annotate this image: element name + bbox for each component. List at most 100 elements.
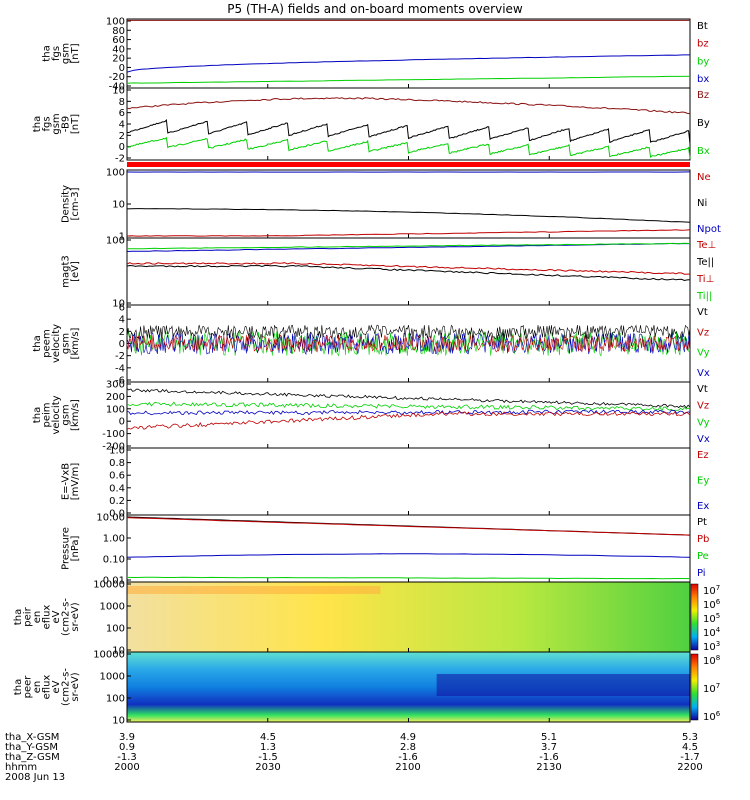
y-tick-label: 1.00 (103, 534, 125, 545)
series-line (126, 330, 691, 357)
y-axis-label-line: eflux (42, 675, 53, 700)
y-axis-label-line: en (32, 611, 43, 624)
panels: 100806040200-20-40thafgsgsm[nT]Btbzbybx1… (13, 17, 721, 727)
legend-entry: by (697, 56, 709, 67)
y-axis-label: thapeerenefluxeV(cm2-s-sr-eV) (13, 668, 81, 706)
y-tick-label: 0 (119, 63, 125, 74)
y-axis-label-line: [nPa] (70, 535, 81, 561)
legend-entry: bx (697, 74, 709, 85)
colorbar-base: 10 (703, 712, 716, 723)
y-axis-label-line: [nT] (70, 43, 81, 63)
y-axis-label-line: gsm (61, 43, 72, 64)
y-axis-label-line: peer (23, 675, 34, 699)
y-tick-label: -200 (102, 442, 125, 453)
y-axis-label: thapeimvelocitygsm[km/s] (32, 395, 81, 434)
ephemeris-row-label: tha_Y-GSM (5, 742, 58, 753)
y-tick-label: -20 (109, 72, 125, 83)
y-axis-label-line: fgs (42, 116, 53, 131)
quality-flag-bar (127, 162, 690, 167)
y-tick-label: 2 (119, 131, 125, 142)
colorbar-label: 108 (703, 654, 720, 667)
y-tick-label: -2 (115, 351, 125, 362)
y-tick-label: 10 (112, 646, 125, 657)
y-tick-label: 100 (106, 17, 125, 28)
y-tick-label: 10000 (93, 650, 125, 661)
colorbar-base: 10 (703, 628, 716, 639)
ephemeris-value: -1.6 (539, 752, 559, 763)
y-axis-label-line: -B9 (61, 116, 72, 132)
y-axis-label-line: [nT] (70, 114, 81, 134)
y-axis-label-line: gsm (51, 113, 62, 134)
legend-entry: bz (697, 39, 709, 50)
ephemeris-value: 2200 (677, 762, 702, 773)
ephemeris-value: -1.7 (680, 752, 700, 763)
series-line (126, 576, 691, 580)
panel-pressure: 10.00 1.00 0.10 0.01 Pressure[nPa] Pt Pb Pe Pi (61, 513, 710, 587)
y-axis-label-line: Pressure (61, 527, 72, 570)
ephemeris-value: 5.1 (541, 732, 557, 743)
y-axis-label-line: E=-VxB (61, 463, 72, 500)
panel-frame (126, 514, 691, 583)
y-tick-label: 1000 (100, 602, 125, 613)
y-axis-label-line: magt3 (61, 255, 72, 288)
colorbar-base: 10 (703, 586, 716, 597)
y-axis-label-line: tha (13, 609, 24, 625)
ephemeris-value: 4.9 (400, 732, 416, 743)
y-axis-label: Density[cm-3] (61, 185, 82, 223)
legend-entry: Pe (697, 551, 709, 562)
y-axis-label-line: tha (32, 335, 43, 351)
colorbar-exponent: 8 (716, 654, 720, 662)
ephemeris-value: 2130 (536, 762, 561, 773)
y-axis-label-line: velocity (51, 395, 62, 434)
plot-date: 2008 Jun 13 (5, 772, 65, 783)
series-line (126, 264, 691, 282)
y-tick-label: -6 (115, 376, 125, 387)
ephemeris-value: 2000 (114, 762, 139, 773)
y-axis-label-line: gsm (61, 333, 72, 354)
series-line (126, 332, 691, 356)
ephemeris-value: 2100 (395, 762, 420, 773)
colorbar-base: 10 (703, 600, 716, 611)
colorbar-label: 107 (703, 682, 720, 695)
y-tick-label: 40 (112, 44, 125, 55)
series-line (127, 242, 691, 250)
y-axis-label: thapeemvelocitygsm[km/s] (32, 324, 81, 363)
series-line (126, 409, 691, 416)
legend-entry: Pt (697, 517, 707, 528)
y-axis-label-line: tha (32, 407, 43, 423)
y-axis-label-line: sr-eV) (70, 602, 81, 631)
y-axis-label-line: [km/s] (70, 327, 81, 359)
colorbar-label: 107 (703, 584, 720, 597)
series-line (126, 75, 691, 84)
colorbar-exponent: 7 (716, 584, 720, 592)
legend-entry: Vy (697, 348, 710, 359)
y-axis-label: magt3[eV] (61, 255, 82, 288)
y-axis-label-line: eV (51, 610, 62, 623)
y-tick-label: 0.2 (109, 496, 125, 507)
y-tick-label: -2 (115, 154, 125, 165)
series-line (126, 517, 691, 536)
y-tick-label: 0 (119, 417, 125, 428)
y-tick-label: 4 (119, 120, 125, 131)
y-axis-label-line: velocity (51, 324, 62, 363)
y-axis-label-line: peem (42, 329, 53, 357)
legend-entry: Npot (697, 224, 721, 235)
legend-entry: Ti|| (696, 291, 712, 302)
colorbar-exponent: 5 (716, 612, 720, 620)
ion-band (127, 586, 381, 594)
colorbar-base: 10 (703, 656, 716, 667)
y-axis-label-line: eflux (42, 605, 53, 630)
y-tick-label: 100 (106, 236, 125, 247)
y-tick-label: 1 (119, 232, 125, 243)
y-axis-label-line: sr-eV) (70, 672, 81, 701)
series-line (126, 553, 691, 558)
legend-entry: Te⊥ (696, 240, 716, 251)
series-line (126, 324, 691, 341)
y-axis-label-line: (cm2-s- (61, 668, 72, 706)
y-axis-label-line: peim (42, 402, 53, 427)
y-axis-label-line: [mV/m] (70, 463, 81, 501)
y-tick-label: 0.4 (109, 483, 125, 494)
